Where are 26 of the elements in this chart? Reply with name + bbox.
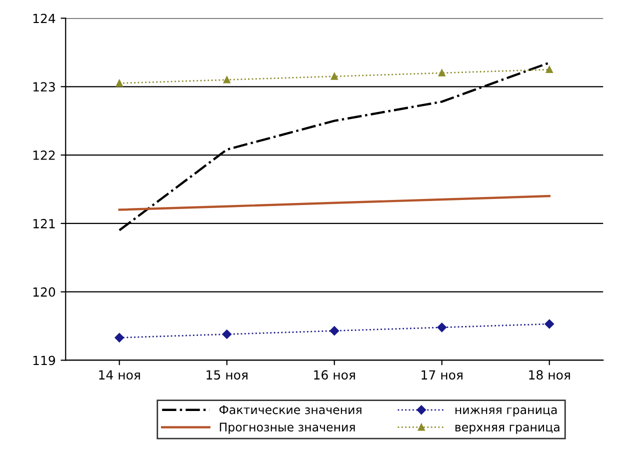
x-tick-label: 14 ноя	[99, 370, 140, 380]
legend-label: нижняя граница	[456, 407, 557, 416]
point	[546, 66, 553, 74]
y-tick-label: 124	[33, 14, 56, 23]
y-tick-label: 122	[33, 150, 55, 160]
point	[437, 322, 446, 332]
y-tick-label: 119	[33, 356, 56, 366]
point	[330, 72, 338, 80]
x-tick-label: 15 ноя	[206, 370, 248, 380]
y-tick-label: 120	[33, 287, 56, 297]
point	[222, 330, 232, 339]
point	[438, 69, 446, 76]
line-series	[118, 194, 550, 211]
legend-label: Прогнозные значения	[220, 422, 355, 434]
x-tick-label: 17 ноя	[422, 370, 462, 380]
legend-label: Фактические значения	[219, 405, 362, 414]
x-tick-label: 18 ноя	[529, 370, 570, 380]
point	[330, 326, 339, 336]
legend-label: верхняя граница	[456, 424, 560, 434]
point	[544, 319, 554, 329]
point	[114, 333, 124, 342]
y-tick-label: 123	[33, 82, 55, 92]
point	[223, 76, 230, 84]
point	[116, 80, 123, 87]
y-tick-label: 121	[33, 218, 55, 228]
x-tick-label: 16 ноя	[314, 370, 355, 380]
